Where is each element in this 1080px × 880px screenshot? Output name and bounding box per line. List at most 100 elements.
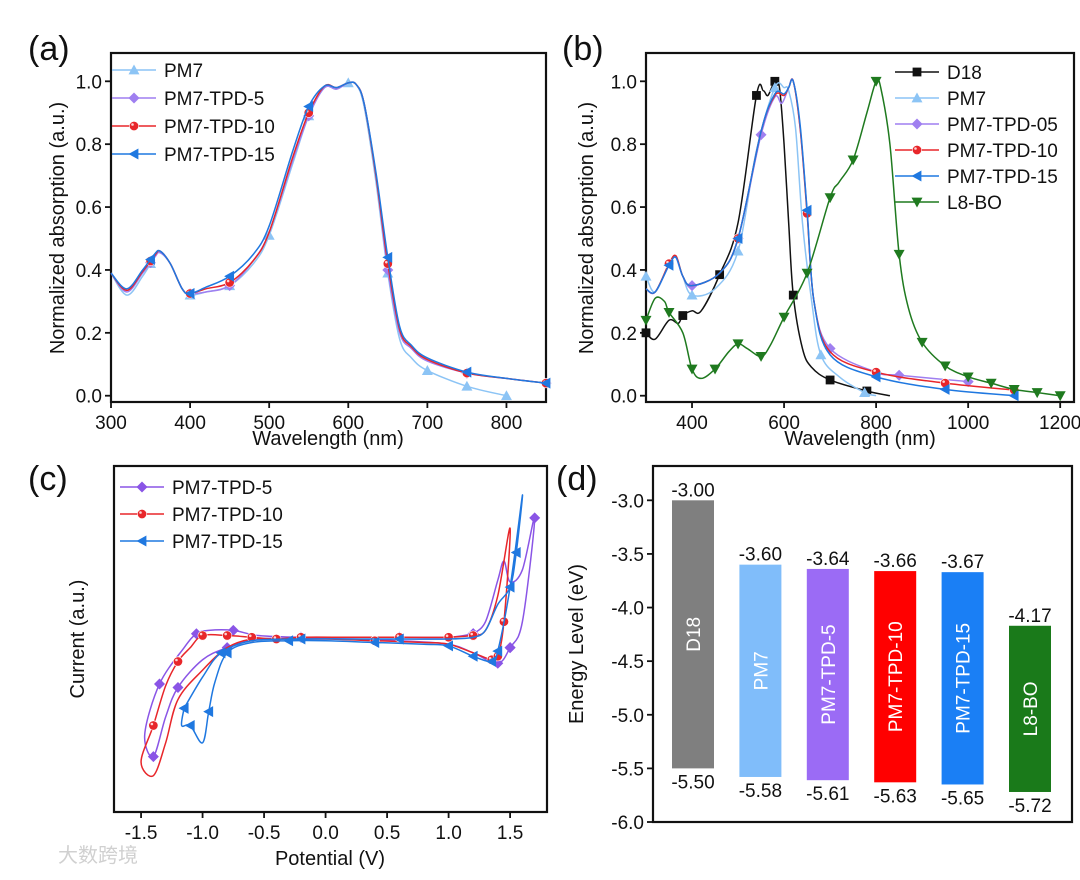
legend-label: D18	[947, 63, 982, 84]
data-point-highlight	[385, 260, 388, 264]
data-point-highlight	[942, 380, 945, 383]
legend-marker	[137, 509, 147, 519]
data-point	[184, 288, 195, 300]
data-point	[178, 702, 189, 714]
data-point	[709, 364, 721, 375]
y-tick-label: -3.0	[611, 491, 644, 512]
data-point	[184, 720, 195, 731]
bar-l8-bo: -4.17 -5.72 L8-BO	[1008, 606, 1051, 817]
data-point	[492, 645, 503, 657]
data-point	[154, 678, 166, 690]
data-point	[752, 91, 761, 100]
data-point	[732, 245, 744, 256]
panel-b: (b) Wavelength (nm) Normalized absorptio…	[562, 30, 1080, 450]
series-line	[180, 494, 524, 744]
x-tick-label: 1000	[947, 413, 989, 434]
homo-label: -5.61	[806, 784, 849, 805]
y-tick-label: 0.4	[611, 261, 638, 282]
x-axis-label-b: Wavelength (nm)	[784, 428, 936, 450]
bar-pm7-tpd-5: -3.64 -5.61 PM7-TPD-5	[806, 549, 850, 805]
y-tick-label: 0.0	[76, 387, 102, 408]
legend-marker	[912, 67, 922, 77]
x-tick-label: 600	[332, 413, 364, 434]
legend-marker	[136, 481, 148, 493]
watermark: 大数跨境	[58, 844, 138, 867]
y-axis-label-b: Normalized absorption (a.u.)	[576, 102, 598, 354]
x-tick-label: 800	[860, 413, 892, 434]
series-l8-bo	[640, 76, 1066, 402]
data-point	[641, 328, 651, 338]
y-tick-label: 0.4	[76, 261, 103, 282]
x-axis-label-c: Potential (V)	[275, 848, 385, 870]
data-point	[215, 647, 226, 659]
legend-marker	[136, 535, 147, 547]
x-tick-label: 500	[253, 413, 285, 434]
data-point	[468, 630, 479, 641]
data-point	[172, 656, 183, 667]
y-tick-label: -3.5	[611, 545, 644, 566]
panel-label-d: (d)	[556, 460, 598, 498]
y-tick-label: -5.5	[611, 759, 644, 780]
y-tick-label: -5.0	[611, 706, 644, 727]
series-d18	[641, 76, 891, 397]
data-point	[369, 636, 380, 648]
homo-label: -5.58	[739, 781, 782, 802]
y-tick-label: 0.8	[611, 135, 637, 156]
data-point	[303, 100, 314, 112]
x-tick-label: -1.0	[186, 823, 219, 844]
data-point	[1031, 388, 1043, 399]
bar-category-label: PM7	[751, 651, 772, 690]
legend-label: PM7-TPD-15	[164, 145, 275, 166]
data-point	[732, 233, 743, 245]
energy-bar	[941, 572, 984, 785]
data-point	[145, 253, 155, 265]
data-point	[962, 372, 974, 383]
bar-pm7-tpd-10: -3.66 -5.63 PM7-TPD-10	[874, 551, 917, 807]
data-point	[847, 155, 859, 166]
data-point	[870, 76, 882, 87]
data-point-highlight	[199, 632, 203, 636]
x-tick-label: 1.0	[435, 823, 461, 844]
energy-bar	[806, 568, 849, 781]
data-point-highlight	[226, 279, 230, 283]
data-point	[640, 270, 652, 281]
data-point	[893, 249, 905, 260]
x-tick-label: -1.5	[125, 823, 158, 844]
legend-label: PM7	[947, 89, 986, 110]
y-tick-label: 1.0	[76, 72, 102, 93]
legend-label: L8-BO	[947, 193, 1002, 214]
data-point	[686, 289, 698, 300]
lumo-label: -4.17	[1008, 606, 1051, 627]
x-tick-label: 1200	[1039, 413, 1080, 434]
legend-label: PM7-TPD-10	[947, 141, 1058, 162]
homo-label: -5.65	[941, 788, 984, 809]
data-point	[663, 307, 675, 318]
data-point	[815, 349, 827, 360]
bar-d18: -3.00 -5.50 D18	[671, 480, 714, 793]
data-point	[859, 387, 871, 397]
data-point	[203, 706, 214, 718]
data-point	[663, 259, 674, 271]
panel-a: (a) Wavelength (nm) Normalized absorptio…	[28, 30, 552, 450]
x-tick-label: 0.5	[374, 823, 400, 844]
bar-category-label: PM7-TPD-5	[819, 624, 840, 724]
legend-label: PM7-TPD-10	[172, 505, 283, 526]
homo-label: -5.72	[1008, 796, 1051, 817]
legend-label: PM7	[164, 61, 203, 82]
data-point	[825, 375, 835, 385]
data-point	[540, 377, 551, 389]
energy-bar	[672, 500, 714, 769]
series-line	[645, 78, 1015, 397]
data-point	[769, 82, 781, 92]
data-point	[461, 366, 472, 378]
legend-marker	[128, 148, 139, 160]
data-point	[1054, 391, 1066, 402]
data-point	[197, 630, 208, 641]
data-point	[421, 365, 433, 375]
lumo-label: -3.67	[941, 552, 984, 573]
x-tick-label: 400	[174, 413, 206, 434]
legend-label: PM7-TPD-5	[172, 478, 272, 499]
data-point	[224, 270, 235, 282]
legend-marker-highlight	[139, 511, 142, 514]
